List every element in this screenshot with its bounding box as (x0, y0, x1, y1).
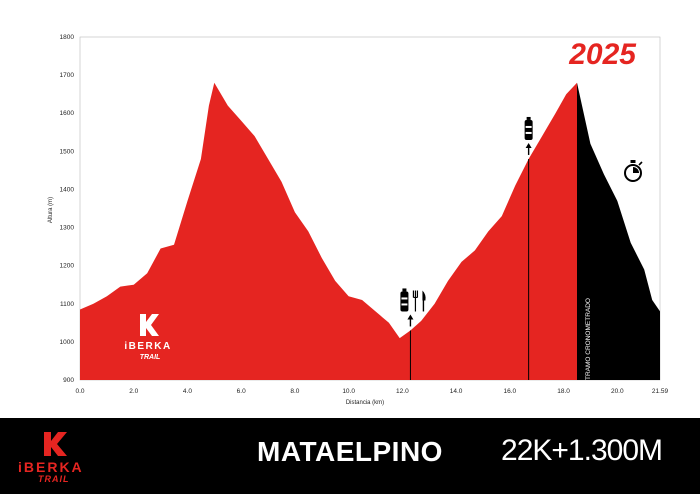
y-tick-label: 1100 (60, 301, 74, 308)
y-tick-label: 1400 (60, 186, 75, 193)
marker-arrow-head (407, 314, 414, 320)
chart-watermark-logo: iBERKA TRAIL (124, 314, 171, 361)
watermark-logo-sub: TRAIL (140, 354, 161, 361)
x-tick-label: 0.0 (75, 388, 84, 395)
x-tick-label: 14.0 (450, 388, 463, 395)
aid-station-marker (400, 288, 426, 380)
fork-knife-icon (412, 290, 426, 312)
y-tick-label: 1700 (60, 72, 75, 79)
race-stats: 22K+1.300M (501, 434, 663, 467)
x-tick-label: 4.0 (183, 388, 192, 395)
footer-bar: iBERKA TRAIL MATAELPINO 22K+1.300M (0, 418, 700, 494)
water-bottle-icon (524, 116, 533, 140)
year-label: 2025 (568, 38, 637, 71)
x-tick-label: 2.0 (129, 388, 138, 395)
y-tick-label: 1200 (60, 263, 75, 270)
y-tick-label: 1500 (60, 148, 75, 155)
aid-markers (400, 116, 643, 380)
x-axis-label: Distancia (km) (346, 400, 384, 406)
elevation-area (80, 82, 660, 380)
x-tick-label: 8.0 (290, 388, 299, 395)
elevation-area-timed (576, 82, 660, 380)
water-bottle-icon (400, 288, 409, 312)
brand-logo: iBERKA TRAIL (10, 430, 100, 486)
watermark-logo-text: iBERKA (124, 341, 171, 352)
y-tick-label: 1600 (60, 110, 75, 117)
logo-k-icon (140, 314, 159, 336)
x-tick-label: 16.0 (504, 388, 517, 395)
y-tick-label: 1800 (60, 34, 75, 41)
elevation-chart: 0.0 2.0 4.0 6.0 8.0 10.0 12.0 14.0 16.0 18.0 20.0 2… (48, 34, 669, 406)
marker-arrow-head (525, 142, 532, 148)
race-name: MATAELPINO (257, 436, 443, 467)
aid-station-marker (624, 160, 643, 182)
x-tick-label: 18.0 (557, 388, 570, 395)
logo-subtext: TRAIL (38, 474, 70, 484)
x-tick-label: 20.0 (611, 388, 624, 395)
x-tick-label: 21.59 (652, 388, 669, 395)
logo-k-icon (44, 432, 67, 456)
logo-text: iBERKA (18, 459, 84, 475)
x-tick-label: 6.0 (237, 388, 246, 395)
x-tick-label: 12.0 (396, 388, 409, 395)
aid-station-marker (524, 116, 533, 380)
timed-section-label: TRAMO CRONOMETRADO (585, 298, 592, 380)
y-tick-label: 900 (63, 377, 74, 384)
y-axis-label: Altura (m) (48, 197, 54, 223)
y-tick-label: 1300 (60, 225, 75, 232)
y-tick-label: 1000 (60, 339, 75, 346)
x-tick-label: 10.0 (342, 388, 355, 395)
elevation-area-red (80, 82, 577, 380)
axis-ticks: 0.0 2.0 4.0 6.0 8.0 10.0 12.0 14.0 16.0 18.0 20.0 2… (60, 34, 669, 395)
stopwatch-icon (624, 160, 643, 182)
